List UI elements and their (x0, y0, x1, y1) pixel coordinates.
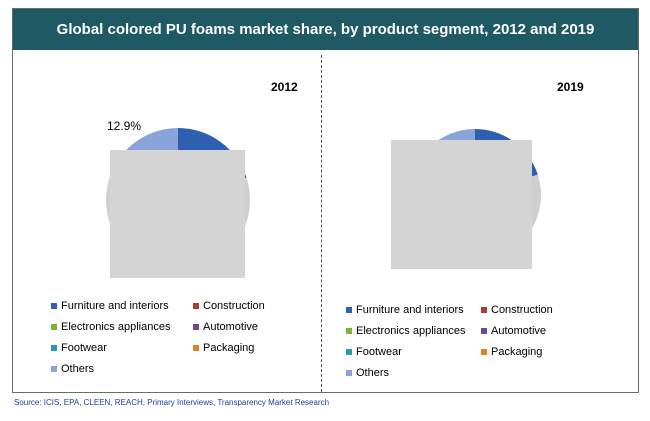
legend-item: Footwear (346, 346, 402, 358)
legend-swatch (51, 366, 57, 372)
legend-item: Automotive (193, 321, 258, 333)
legend-item: Packaging (193, 342, 254, 354)
legend-label: Construction (491, 304, 553, 316)
legend-swatch (346, 307, 352, 313)
pie-title-2012: 2012 (271, 80, 298, 94)
legend-swatch (193, 324, 199, 330)
legend-swatch (51, 345, 57, 351)
image-placeholder-2019 (391, 140, 532, 269)
legend-label: Footwear (61, 342, 107, 354)
legend-label: Construction (203, 300, 265, 312)
panel-2012: 2012 12.9% Furniture and interiors Const… (13, 50, 321, 392)
legend-swatch (481, 349, 487, 355)
pie-title-2019: 2019 (557, 80, 584, 94)
legend-label: Automotive (203, 321, 259, 333)
pie-2012: 12.9% (105, 119, 250, 278)
legend-label: Automotive (491, 325, 547, 337)
legend-swatch (51, 324, 57, 330)
legend-label: Footwear (356, 346, 402, 358)
legend-swatch (193, 303, 199, 309)
legend-item: Construction (481, 304, 553, 316)
legend-label: Packaging (203, 342, 255, 354)
legend-item: Construction (193, 300, 265, 312)
legend-item: Packaging (481, 346, 542, 358)
source-note: Source: ICIS, EPA, CLEEN, REACH, Primary… (14, 398, 330, 407)
legend-item: Footwear (51, 342, 107, 354)
legend-item: Others (346, 367, 389, 379)
legend-swatch (51, 303, 57, 309)
legend-swatch (193, 345, 199, 351)
legend-label: Furniture and interiors (61, 300, 169, 312)
legend-swatch (481, 307, 487, 313)
image-placeholder-2012 (110, 150, 245, 278)
legend-label: Furniture and interiors (356, 304, 464, 316)
legend-swatch (481, 328, 487, 334)
legend-label: Others (61, 363, 95, 375)
legend-item: Furniture and interiors (346, 304, 464, 316)
legend-item: Automotive (481, 325, 546, 337)
legend-item: Furniture and interiors (51, 300, 169, 312)
legend-item: Electronics appliances (346, 325, 465, 337)
pie-2019 (391, 129, 541, 269)
legend-swatch (346, 370, 352, 376)
panel-divider (321, 55, 322, 392)
legend-label: Electronics appliances (356, 325, 466, 337)
chart-frame: Global colored PU foams market share, by… (12, 8, 639, 393)
legend-swatch (346, 349, 352, 355)
panel-2019: 2019 Furniture and interiors Constructio… (323, 50, 638, 392)
legend-label: Packaging (491, 346, 543, 358)
legend-item: Others (51, 363, 94, 375)
legend-item: Electronics appliances (51, 321, 170, 333)
legend-swatch (346, 328, 352, 334)
legend-label: Electronics appliances (61, 321, 171, 333)
legend-label: Others (356, 367, 390, 379)
chart-title: Global colored PU foams market share, by… (13, 9, 638, 50)
pie-2012-data-label: 12.9% (107, 119, 141, 133)
